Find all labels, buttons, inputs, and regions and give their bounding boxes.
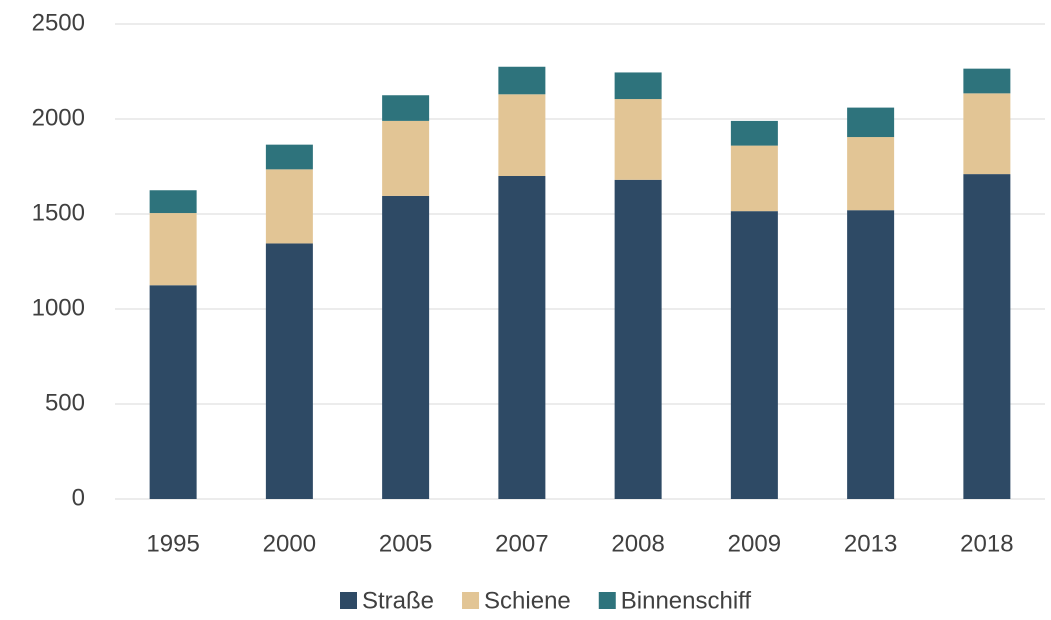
x-tick-label: 2005 bbox=[379, 530, 432, 557]
bar-segment bbox=[963, 93, 1011, 175]
bar-segment bbox=[498, 94, 546, 176]
bar-segment bbox=[265, 243, 313, 499]
bar-segment bbox=[730, 120, 778, 146]
bar-segment bbox=[847, 107, 895, 138]
bar-segment bbox=[498, 66, 546, 95]
bar-segment bbox=[382, 95, 430, 121]
legend-swatch bbox=[462, 592, 480, 609]
legend-label: Binnenschiff bbox=[621, 587, 752, 614]
legend-label: Straße bbox=[362, 587, 434, 614]
bar-segment bbox=[382, 195, 430, 499]
bar-segment bbox=[847, 210, 895, 499]
bar-segment bbox=[963, 68, 1011, 94]
bar-segment bbox=[265, 144, 313, 170]
bar-segment bbox=[730, 211, 778, 499]
x-tick-label: 2009 bbox=[728, 530, 781, 557]
y-tick-label: 2000 bbox=[32, 104, 85, 131]
bar-segment bbox=[149, 285, 197, 499]
y-tick-label: 2500 bbox=[32, 9, 85, 36]
x-tick-label: 1995 bbox=[146, 530, 199, 557]
legend-label: Schiene bbox=[484, 587, 571, 614]
bar-segment bbox=[614, 99, 662, 180]
bar-segment bbox=[149, 190, 197, 214]
bar-segment bbox=[730, 145, 778, 212]
bar-segment bbox=[265, 169, 313, 244]
bar-segment bbox=[963, 174, 1011, 499]
x-tick-label: 2000 bbox=[263, 530, 316, 557]
legend-swatch bbox=[598, 592, 616, 609]
bar-segment bbox=[847, 137, 895, 211]
bar-segment bbox=[149, 213, 197, 286]
y-tick-label: 1500 bbox=[32, 199, 85, 226]
bar-segment bbox=[614, 72, 662, 100]
x-tick-label: 2008 bbox=[611, 530, 664, 557]
bar-segment bbox=[382, 120, 430, 196]
legend-swatch bbox=[340, 592, 357, 609]
y-tick-label: 0 bbox=[72, 484, 85, 511]
x-tick-label: 2013 bbox=[844, 530, 897, 557]
bar-segment bbox=[498, 176, 546, 499]
x-tick-label: 2007 bbox=[495, 530, 548, 557]
x-tick-label: 2018 bbox=[960, 530, 1013, 557]
y-tick-label: 1000 bbox=[32, 294, 85, 321]
bar-segment bbox=[614, 179, 662, 500]
y-tick-label: 500 bbox=[45, 389, 85, 416]
